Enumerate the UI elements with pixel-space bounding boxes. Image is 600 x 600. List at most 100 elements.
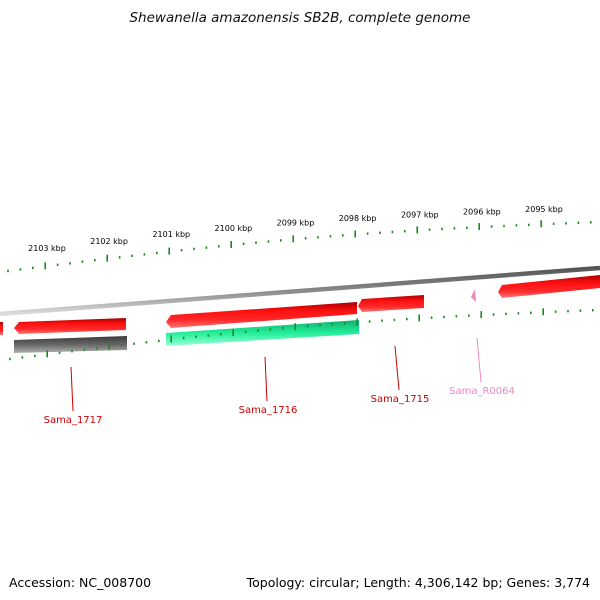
outer-scale-tick <box>404 230 406 233</box>
gene-feature-sama-r0064 <box>471 289 476 302</box>
outer-scale-tick <box>515 224 518 227</box>
outer-scale-tick <box>118 256 121 259</box>
outer-scale-tick <box>156 251 158 255</box>
gene-feature-left-edge <box>0 322 3 335</box>
gene-feature-sama-1717 <box>14 318 126 334</box>
scale-label: 2102 kbp <box>90 237 128 246</box>
scale-label: 2101 kbp <box>152 230 190 239</box>
outer-scale-tick <box>577 221 580 224</box>
inner-scale-tick <box>46 350 48 358</box>
outer-scale-tick <box>81 260 84 263</box>
gene-label-sama-1716[interactable]: Sama_1716 <box>239 405 298 416</box>
outer-scale-tick <box>540 220 542 228</box>
inner-scale-tick <box>269 328 272 331</box>
outer-scale-tick <box>391 230 394 234</box>
outer-scale-tick <box>193 247 195 251</box>
inner-scale-tick <box>579 309 582 312</box>
inner-scale-ticks <box>9 308 594 361</box>
inner-scale-tick <box>406 317 408 321</box>
inner-scale-tick <box>34 354 36 358</box>
accession-text: Accession: NC_008700 <box>9 575 152 590</box>
scale-label: 2098 kbp <box>339 214 377 223</box>
scale-label: 2096 kbp <box>463 208 501 217</box>
inner-scale-tick <box>83 348 86 351</box>
outer-scale-tick <box>379 231 381 234</box>
scale-label: 2095 kbp <box>525 205 563 214</box>
outer-scale-tick <box>416 226 418 234</box>
leader-line-sama-1715 <box>394 345 400 391</box>
inner-scale-tick <box>492 313 495 316</box>
inner-scale-tick <box>58 351 61 354</box>
inner-scale-tick <box>306 325 309 328</box>
leader-line-sama-1716 <box>264 356 268 402</box>
outer-scale-tick <box>366 232 369 235</box>
outer-scale-tick <box>19 268 22 271</box>
gene-label-sama-r0064[interactable]: Sama_R0064 <box>449 386 515 397</box>
gene-label-sama-1717[interactable]: Sama_1717 <box>44 415 103 426</box>
outer-scale-tick <box>218 245 220 248</box>
outer-scale-tick <box>292 235 294 243</box>
inner-scale-tick <box>443 315 445 319</box>
genome-backbone <box>0 265 600 317</box>
inner-scale-tick <box>220 333 222 336</box>
outer-scale-tick <box>69 262 71 265</box>
other-feature-gray <box>14 336 127 353</box>
scale-label: 2103 kbp <box>28 244 66 253</box>
gene-label-sama-1715[interactable]: Sama_1715 <box>371 394 430 405</box>
outer-scale-tick <box>32 266 34 270</box>
inner-scale-tick <box>9 357 11 361</box>
outer-scale-tick <box>354 230 356 238</box>
outer-scale-tick <box>230 241 232 248</box>
inner-scale-tick <box>195 335 197 338</box>
outer-scale-tick <box>44 262 46 270</box>
outer-scale-ticks <box>7 220 592 273</box>
inner-scale-tick <box>319 324 321 327</box>
outer-scale-tick <box>490 225 493 228</box>
inner-scale-tick <box>71 350 73 353</box>
inner-scale-tick <box>517 312 520 315</box>
inner-scale-tick <box>530 311 532 314</box>
outer-scale-tick <box>478 223 480 231</box>
outer-scale-tick <box>441 227 443 231</box>
inner-scale-tick <box>232 329 234 336</box>
leader-line-sama-1717 <box>70 366 74 412</box>
rna-feature-green <box>166 320 359 346</box>
inner-scale-tick <box>133 342 135 345</box>
outer-scale-tick <box>590 221 592 224</box>
scale-label: 2100 kbp <box>215 224 253 233</box>
outer-scale-tick <box>94 259 96 262</box>
scale-label: 2097 kbp <box>401 211 439 220</box>
inner-scale-tick <box>145 341 148 344</box>
inner-scale-tick <box>257 329 259 332</box>
outer-scale-tick <box>255 241 257 244</box>
outer-scale-tick <box>205 246 208 249</box>
outer-scale-tick <box>106 254 108 262</box>
gene-feature-sama-1715 <box>358 295 424 312</box>
outer-scale-tick <box>242 242 245 245</box>
inner-scale-tick <box>554 310 557 313</box>
outer-scale-tick <box>180 249 183 252</box>
map-title: Shewanella amazonensis SB2B, complete ge… <box>129 10 471 26</box>
scale-label: 2099 kbp <box>277 219 315 228</box>
outer-scale-tick <box>503 224 505 228</box>
outer-scale-tick <box>7 269 9 273</box>
outer-scale-tick <box>453 227 456 230</box>
outer-scale-tick <box>528 223 530 227</box>
outer-scale-tick <box>280 239 282 242</box>
inner-scale-tick <box>244 330 247 333</box>
inner-scale-tick <box>344 322 346 325</box>
inner-scale-tick <box>331 323 334 326</box>
outer-scale-tick <box>466 226 468 229</box>
inner-scale-tick <box>96 347 98 350</box>
outer-scale-tick <box>329 235 332 238</box>
inner-scale-tick <box>430 316 433 319</box>
outer-scale-tick <box>168 247 170 255</box>
outer-scale-tick <box>428 228 431 231</box>
inner-scale-tick <box>170 335 172 343</box>
inner-scale-tick <box>158 339 160 343</box>
inner-scale-tick <box>120 344 123 347</box>
inner-scale-tick <box>505 312 507 316</box>
inner-scale-tick <box>108 342 110 350</box>
outer-scale-tick <box>143 253 146 256</box>
